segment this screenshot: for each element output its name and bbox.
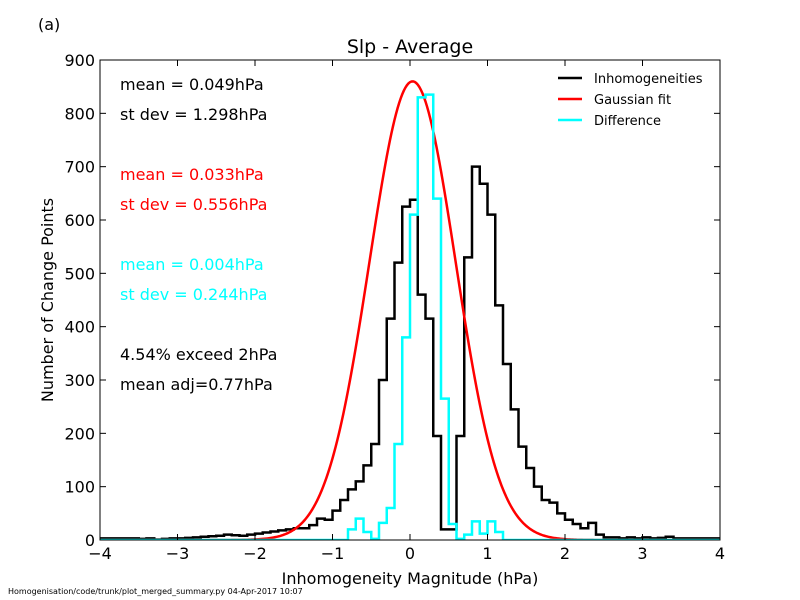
legend-label: Difference	[594, 114, 661, 129]
legend-label: Inhomogeneities	[594, 72, 703, 87]
footer-text: Homogenisation/code/trunk/plot_merged_su…	[8, 587, 303, 596]
x-tick-label: −2	[243, 544, 267, 563]
x-tick-label: 2	[560, 544, 570, 563]
x-tick-label: −4	[88, 544, 112, 563]
stats-annotation: mean = 0.004hPa	[120, 255, 264, 274]
y-tick-label: 900	[64, 51, 95, 70]
y-tick-label: 700	[64, 158, 95, 177]
x-axis-label: Inhomogeneity Magnitude (hPa)	[282, 569, 539, 588]
y-tick-label: 400	[64, 318, 95, 337]
y-tick-label: 0	[85, 531, 95, 550]
x-tick-label: 4	[715, 544, 725, 563]
stats-annotation: mean = 0.033hPa	[120, 165, 264, 184]
chart-title: Slp - Average	[347, 36, 473, 58]
x-axis-ticks: −4 −3 −2 −1 0 1 2 3 4	[88, 60, 725, 563]
x-tick-label: 1	[482, 544, 492, 563]
panel-label: (a)	[38, 15, 60, 34]
y-axis-label: Number of Change Points	[38, 198, 57, 402]
y-tick-label: 300	[64, 371, 95, 390]
plot-area	[100, 80, 720, 540]
legend-label: Gaussian fit	[594, 93, 671, 108]
x-tick-label: −3	[166, 544, 190, 563]
stats-annotations: mean = 0.049hPa st dev = 1.298hPa mean = 0…	[120, 75, 277, 394]
series-layer	[100, 80, 720, 540]
series-inhomogeneities-line	[100, 165, 720, 540]
stats-annotation: st dev = 0.556hPa	[120, 195, 267, 214]
series-difference-line	[100, 93, 720, 540]
stats-annotation: mean = 0.049hPa	[120, 75, 264, 94]
stats-annotation: st dev = 0.244hPa	[120, 285, 267, 304]
x-tick-label: −1	[321, 544, 345, 563]
stats-annotation: mean adj=0.77hPa	[120, 375, 273, 394]
stats-annotation: 4.54% exceed 2hPa	[120, 345, 277, 364]
y-tick-label: 800	[64, 104, 95, 123]
y-tick-label: 600	[64, 211, 95, 230]
stats-annotation: st dev = 1.298hPa	[120, 105, 267, 124]
x-tick-label: 3	[637, 544, 647, 563]
x-tick-label: 0	[405, 544, 415, 563]
y-axis-ticks: 0 100 200 300 400 500 600 700 800 900	[64, 51, 720, 550]
y-tick-label: 500	[64, 264, 95, 283]
y-tick-label: 100	[64, 478, 95, 497]
legend: Inhomogeneities Gaussian fit Difference	[558, 72, 703, 129]
y-tick-label: 200	[64, 424, 95, 443]
